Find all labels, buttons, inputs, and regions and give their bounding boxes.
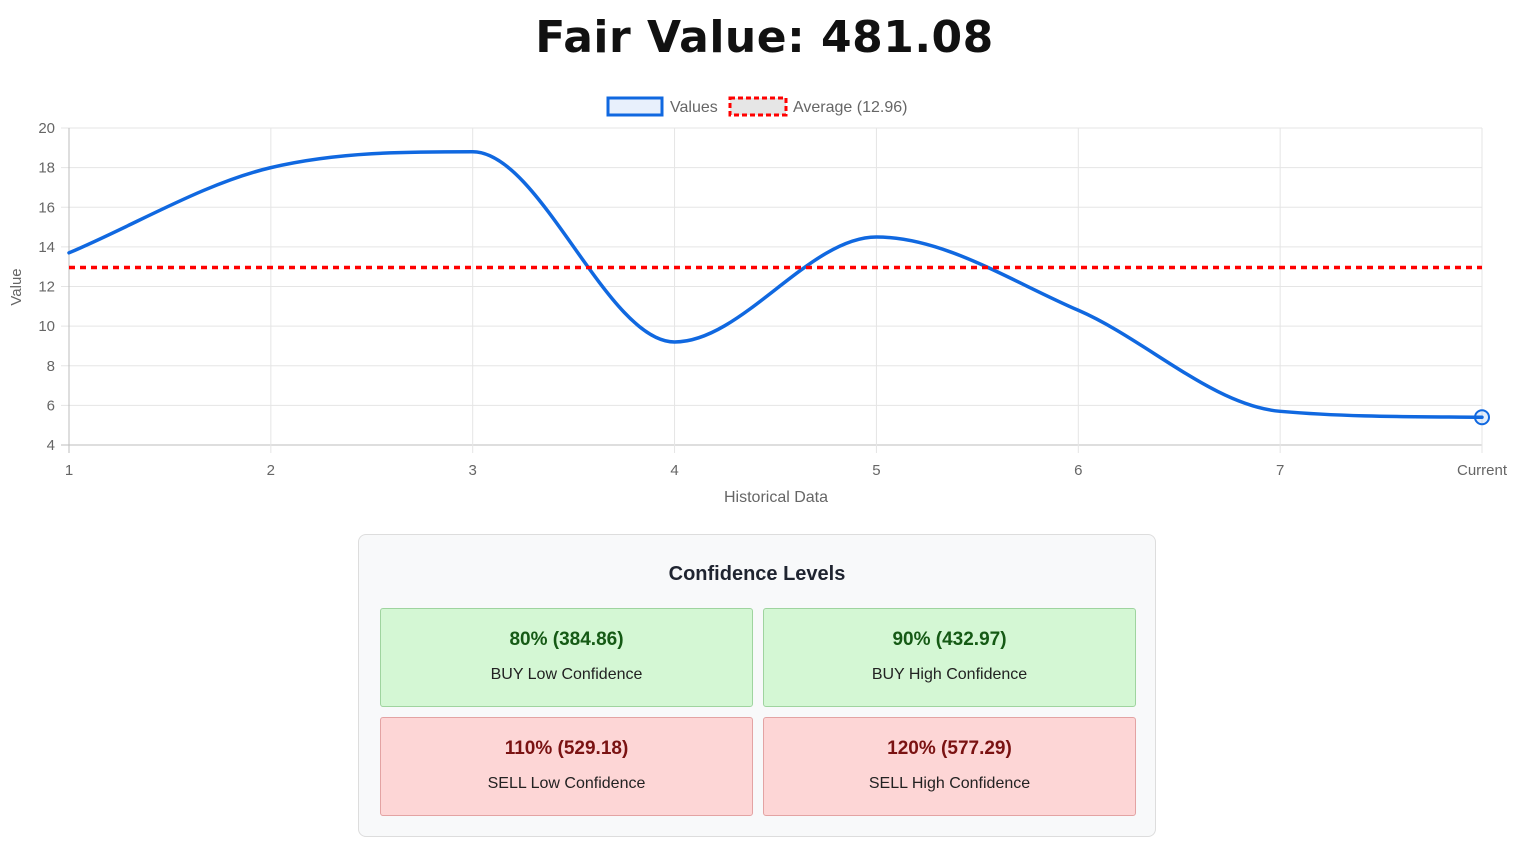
sell-high-confidence-card: 120% (577.29) SELL High Confidence [763, 717, 1136, 816]
x-tick-label: 1 [65, 462, 73, 479]
buy-high-confidence-card: 90% (432.97) BUY High Confidence [763, 608, 1136, 707]
x-tick-label: 4 [670, 462, 678, 479]
y-tick-label: 18 [38, 160, 55, 177]
x-tick-label: Current [1457, 462, 1508, 479]
confidence-levels-panel: Confidence Levels 80% (384.86) BUY Low C… [358, 534, 1156, 837]
confidence-levels-title: Confidence Levels [668, 563, 846, 585]
y-axis-ticks: 4 6 8 10 12 14 16 18 20 [38, 120, 55, 454]
values-line [67, 150, 1484, 420]
x-tick-label: 6 [1074, 462, 1082, 479]
confidence-label: SELL Low Confidence [487, 775, 646, 792]
x-axis-label: Historical Data [724, 489, 828, 506]
sell-low-confidence-card: 110% (529.18) SELL Low Confidence [380, 717, 753, 816]
chart-legend: Values Average (12.96) [606, 96, 907, 117]
legend-average-label[interactable]: Average (12.96) [793, 99, 907, 116]
confidence-value: 80% (384.86) [509, 629, 624, 650]
confidence-label: BUY High Confidence [871, 666, 1028, 683]
y-tick-label: 16 [38, 199, 55, 216]
x-tick-label: 2 [267, 462, 275, 479]
x-tick-label: 3 [469, 462, 477, 479]
legend-average-swatch[interactable] [728, 96, 788, 117]
x-axis-ticks: 1 2 3 4 5 6 7 Current [65, 462, 1508, 479]
y-tick-label: 6 [47, 397, 55, 414]
chart-series [67, 150, 1490, 426]
confidence-value: 120% (577.29) [887, 738, 1012, 759]
page-title: Fair Value: 481.08 [535, 12, 994, 63]
confidence-label: BUY Low Confidence [490, 666, 643, 683]
legend-values-label[interactable]: Values [670, 99, 718, 116]
y-axis-label: Value [8, 268, 25, 305]
x-tick-label: 7 [1276, 462, 1284, 479]
y-tick-label: 14 [38, 239, 55, 256]
y-tick-label: 4 [47, 437, 55, 454]
current-value-point[interactable] [1474, 409, 1490, 426]
legend-values-swatch[interactable] [606, 96, 664, 117]
x-tick-label: 5 [872, 462, 880, 479]
y-tick-label: 10 [38, 318, 55, 335]
confidence-value: 90% (432.97) [892, 629, 1007, 650]
y-tick-label: 8 [47, 358, 55, 375]
confidence-label: SELL High Confidence [868, 775, 1031, 792]
y-tick-label: 12 [38, 279, 55, 296]
chart-grid [61, 127, 1483, 453]
confidence-value: 110% (529.18) [504, 738, 629, 759]
y-tick-label: 20 [38, 120, 55, 137]
buy-low-confidence-card: 80% (384.86) BUY Low Confidence [380, 608, 753, 707]
